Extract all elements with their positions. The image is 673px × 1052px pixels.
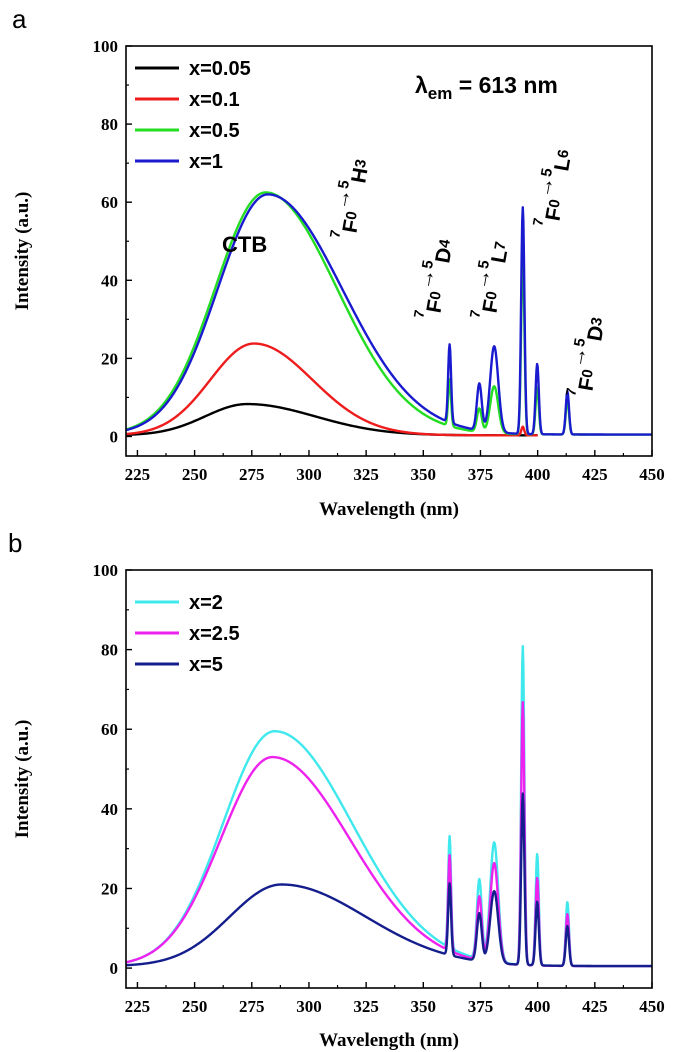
legend-label-x=0.05: x=0.05	[189, 58, 251, 80]
x-tick-label: 325	[353, 997, 379, 1016]
x-tick-label: 350	[411, 465, 437, 484]
panel-b-ticks: 225 250 275 300 325 350 375 400 425 450 0 20 40 60 80 1…	[93, 561, 665, 1016]
panel-a-series	[126, 191, 652, 437]
x-tick-label: 325	[353, 465, 379, 484]
x-tick-label: 450	[639, 465, 665, 484]
y-tick-label: 40	[101, 271, 118, 290]
legend-label-x=2.5: x=2.5	[189, 623, 240, 645]
x-tick-label: 275	[239, 997, 265, 1016]
panel-b-letter: b	[8, 528, 22, 558]
panel-a-x-axis-title: Wavelength (nm)	[319, 499, 459, 520]
series-line-x=0.5	[126, 191, 652, 436]
panel-a-y-axis-title: Intensity (a.u.)	[12, 192, 33, 311]
panel-a-letter: a	[12, 4, 27, 34]
panel-a-plot-frame	[125, 45, 653, 457]
y-tick-label: 80	[101, 115, 118, 134]
y-tick-label: 60	[101, 193, 118, 212]
x-tick-label: 275	[239, 465, 265, 484]
legend-label-x=0.5: x=0.5	[189, 120, 240, 142]
x-tick-label: 400	[525, 465, 551, 484]
lambda-symbol: λ	[415, 72, 428, 98]
transition-label-2: 7F0→5D4	[408, 235, 458, 322]
panel-a: a 225 250 275 300 325 350 375 400 425 450 0 20 40 60 8…	[12, 4, 665, 520]
x-tick-label: 300	[296, 997, 322, 1016]
y-tick-label: 40	[101, 800, 118, 819]
x-tick-label: 375	[468, 997, 494, 1016]
x-tick-label: 425	[582, 465, 608, 484]
series-line-x=5	[126, 792, 652, 968]
x-tick-label: 375	[468, 465, 494, 484]
series-line-x=1	[126, 193, 652, 436]
transition-label-1: 7F0→5H3	[324, 155, 374, 242]
transition-label-5: 7F0→5D3	[560, 313, 610, 400]
ctb-label: CTB	[222, 232, 267, 257]
lambda-subscript: em	[428, 84, 453, 103]
x-tick-label: 300	[296, 465, 322, 484]
x-tick-label: 425	[582, 997, 608, 1016]
panel-a-ticks: 225 250 275 300 325 350 375 400 425 450 0 20 40 60 80 1…	[93, 37, 665, 484]
y-tick-label: 80	[101, 641, 118, 660]
x-tick-label: 250	[182, 465, 208, 484]
y-tick-label: 60	[101, 720, 118, 739]
transition-label-4: 7F0→5L6	[527, 146, 576, 231]
panel-b-legend: x=2 x=2.5 x=5	[135, 592, 240, 676]
legend-label-x=0.1: x=0.1	[189, 89, 240, 111]
legend-label-x=1: x=1	[189, 151, 223, 173]
x-tick-label: 225	[125, 465, 151, 484]
y-tick-label: 20	[101, 879, 118, 898]
legend-label-x=2: x=2	[189, 592, 223, 614]
legend-label-x=5: x=5	[189, 654, 223, 676]
series-line-x=2	[126, 645, 652, 968]
x-tick-label: 225	[125, 997, 151, 1016]
y-tick-label: 0	[110, 427, 119, 446]
panel-b: b 225 250 275 300 325 350 375 400 425 450 0 20 40 60 8…	[8, 528, 665, 1051]
panel-a-legend: x=0.05 x=0.1 x=0.5 x=1	[135, 58, 251, 173]
x-tick-label: 350	[411, 997, 437, 1016]
y-tick-label: 100	[93, 561, 119, 580]
series-line-x=2.5	[126, 701, 652, 968]
panel-b-x-axis-title: Wavelength (nm)	[319, 1030, 459, 1051]
y-tick-label: 20	[101, 349, 118, 368]
panel-b-y-axis-title: Intensity (a.u.)	[12, 720, 33, 839]
x-tick-label: 250	[182, 997, 208, 1016]
lambda-value: = 613 nm	[452, 72, 557, 98]
y-tick-label: 0	[110, 959, 119, 978]
x-tick-label: 450	[639, 997, 665, 1016]
x-tick-label: 400	[525, 997, 551, 1016]
panel-b-plot-frame	[125, 569, 653, 989]
panel-b-series	[126, 645, 652, 968]
lambda-em-annotation: λem = 613 nm	[415, 72, 558, 103]
transition-label-3: 7F0→5L7	[464, 238, 513, 323]
y-tick-label: 100	[93, 37, 119, 56]
series-line-x=0.1	[126, 342, 539, 437]
